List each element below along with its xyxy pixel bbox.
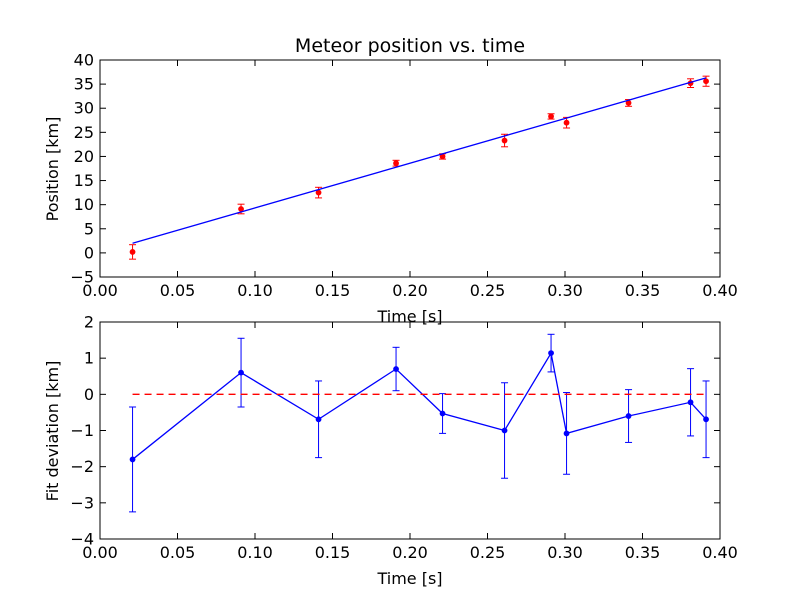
x-tick-label: 0.25 <box>470 281 506 300</box>
x-tick-label: 0.35 <box>625 543 661 562</box>
deviation-plot: 0.00 0.05 0.10 0.15 0.20 0.25 0.30 0.35 0.40 −4 −3… <box>43 313 738 589</box>
y-tick-label: −5 <box>70 268 94 287</box>
data-point <box>439 410 446 417</box>
deviation-marks <box>129 333 710 513</box>
y-tick-label: 2 <box>84 313 94 332</box>
position-marks <box>129 75 710 260</box>
x-tick-label: 0.10 <box>237 543 273 562</box>
x-tick-label: 0.30 <box>547 281 583 300</box>
data-point <box>703 416 709 423</box>
x-tick-label: 0.30 <box>547 543 583 562</box>
y-tick-label: 0 <box>84 385 94 404</box>
y-tick-label: 35 <box>74 75 94 94</box>
x-tick-label: 0.00 <box>82 543 118 562</box>
y-tick-label: 10 <box>74 195 94 214</box>
data-point <box>315 189 322 196</box>
y-tick-label: 30 <box>74 99 94 118</box>
data-point <box>703 78 709 85</box>
position-axis-ticks: 0.00 0.05 0.10 0.15 0.20 0.25 0.30 0.35 0.40 −5 0 5… <box>70 51 737 301</box>
data-point <box>393 160 399 167</box>
data-point <box>687 399 694 406</box>
x-tick-label: 0.05 <box>160 281 196 300</box>
data-point <box>563 119 570 126</box>
data-point <box>625 413 632 419</box>
fit-line <box>132 77 707 244</box>
x-tick-label: 0.15 <box>315 543 351 562</box>
x-tick-label: 0.05 <box>160 543 196 562</box>
data-point <box>129 456 136 463</box>
y-tick-label: 25 <box>74 123 94 142</box>
y-tick-label: −3 <box>70 493 94 512</box>
y-tick-label: 0 <box>84 243 94 262</box>
data-point <box>315 416 322 423</box>
y-tick-label: 15 <box>74 171 94 190</box>
y-axis-label: Fit deviation [km] <box>43 361 62 502</box>
y-tick-label: 40 <box>74 51 94 70</box>
x-tick-label: 0.35 <box>625 281 661 300</box>
y-tick-label: 5 <box>84 219 94 238</box>
data-point <box>238 206 244 212</box>
y-tick-label: −4 <box>70 530 94 549</box>
x-tick-label: 0.15 <box>315 281 351 300</box>
data-point <box>129 249 136 255</box>
x-tick-label: 0.20 <box>392 281 428 300</box>
data-point <box>563 430 570 437</box>
data-point <box>393 366 399 372</box>
deviation-axis-ticks: 0.00 0.05 0.10 0.15 0.20 0.25 0.30 0.35 0.40 −4 −3… <box>70 313 737 563</box>
x-tick-label: 0.40 <box>702 543 738 562</box>
x-tick-label: 0.25 <box>470 543 506 562</box>
y-tick-label: 1 <box>84 349 94 368</box>
data-point <box>501 137 508 144</box>
data-point <box>501 427 508 434</box>
data-point <box>548 113 554 120</box>
x-axis-label: Time [s] <box>376 569 442 588</box>
x-tick-label: 0.40 <box>702 281 738 300</box>
data-point <box>548 350 554 357</box>
y-axis-label: Position [km] <box>43 117 62 222</box>
y-tick-label: −2 <box>70 457 94 476</box>
chart-title: Meteor position vs. time <box>295 35 525 57</box>
y-tick-label: 20 <box>74 147 94 166</box>
data-point <box>238 369 244 376</box>
y-tick-label: −1 <box>70 421 94 440</box>
x-axis-label: Time [s] <box>376 307 442 326</box>
x-tick-label: 0.10 <box>237 281 273 300</box>
x-tick-label: 0.20 <box>392 543 428 562</box>
x-tick-label: 0.00 <box>82 281 118 300</box>
position-plot: Meteor position vs. time 0.00 0.05 0.10 0.1… <box>43 35 738 326</box>
